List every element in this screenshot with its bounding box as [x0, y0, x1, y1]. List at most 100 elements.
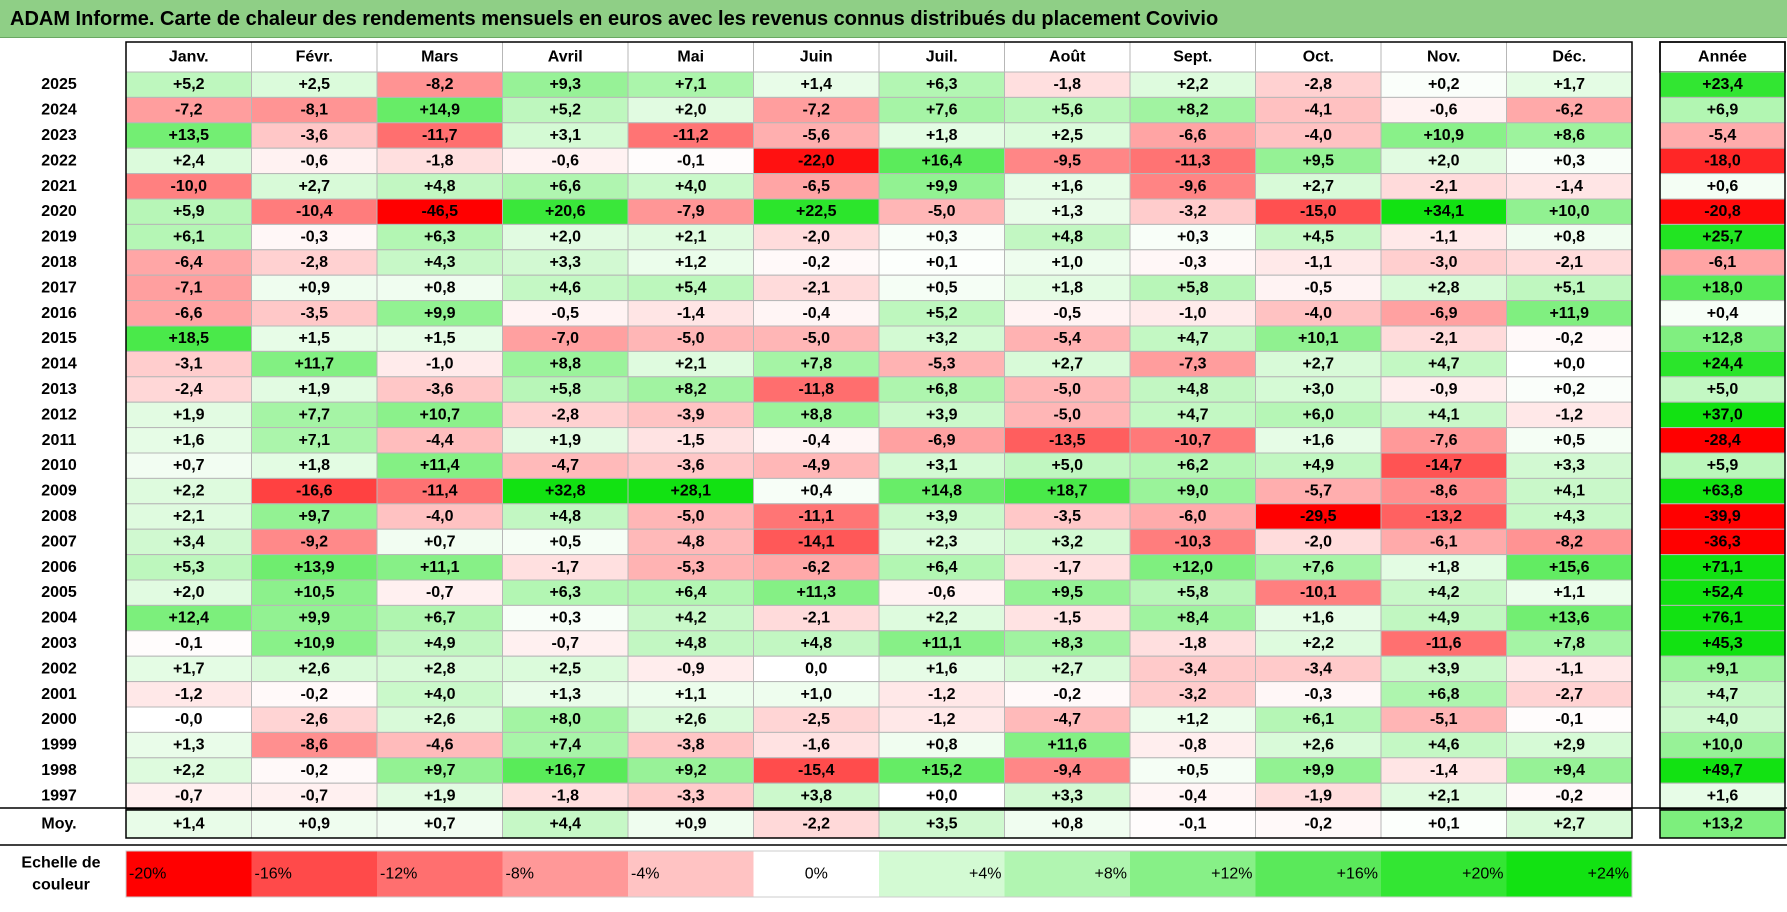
heatmap-cell	[502, 173, 629, 200]
average-cell	[1004, 809, 1131, 839]
cell-value: +10,7	[420, 406, 461, 423]
cell-value: +4,9	[424, 635, 456, 652]
heatmap-cell	[1255, 731, 1382, 759]
cell-value: +5,6	[1051, 102, 1083, 119]
cell-value: +1,6	[173, 432, 205, 449]
legend-swatch	[502, 851, 628, 897]
heatmap-cell	[251, 96, 378, 124]
cell-value: -3,5	[300, 305, 328, 322]
cell-value: -13,5	[1049, 432, 1086, 449]
heatmap-cell	[1380, 223, 1507, 251]
legend-border	[125, 850, 1633, 898]
cell-value: +4,2	[1428, 584, 1460, 601]
heatmap-cell	[1380, 249, 1507, 276]
cell-value: -4,0	[1304, 305, 1332, 322]
heatmap-cell	[1506, 325, 1633, 352]
average-value: -2,2	[802, 816, 830, 833]
cell-value: -2,8	[1304, 76, 1332, 93]
legend-label: +12%	[1211, 866, 1252, 883]
heatmap-cell	[376, 249, 503, 276]
cell-value: +1,9	[424, 787, 456, 804]
annual-cell	[1659, 477, 1786, 505]
heatmap-cell	[1004, 630, 1131, 657]
heatmap-cell	[1255, 173, 1382, 200]
year-label: 2023	[41, 127, 77, 144]
cell-value: +0,5	[926, 279, 958, 296]
heatmap-cell	[753, 731, 880, 759]
heatmap-cell	[878, 173, 1005, 200]
cell-value: +16,4	[922, 152, 963, 169]
cell-value: 0,0	[805, 660, 827, 677]
cell-value: -14,7	[1426, 457, 1463, 474]
heatmap-cell	[376, 96, 503, 124]
heatmap-cell	[502, 757, 629, 784]
cell-value: +8,8	[549, 356, 581, 373]
heatmap-cell	[878, 757, 1005, 784]
heatmap-cell	[627, 198, 754, 225]
cell-value: -0,6	[1430, 102, 1458, 119]
heatmap-cell	[1129, 96, 1256, 124]
legend-label: -16%	[255, 866, 292, 883]
heatmap-cell	[753, 325, 880, 352]
cell-value: -6,2	[802, 559, 830, 576]
heatmap-cell	[502, 528, 629, 556]
cell-value: +4,2	[675, 610, 707, 627]
annual-cell	[1659, 630, 1786, 657]
heatmap-cell	[1255, 122, 1382, 149]
cell-value: -5,0	[928, 203, 956, 220]
heatmap-cell	[502, 274, 629, 302]
average-cell	[125, 809, 252, 839]
cell-value: +5,8	[1177, 279, 1209, 296]
annual-value: +25,7	[1702, 229, 1743, 246]
annual-value: -18,0	[1704, 152, 1741, 169]
year-label: 2009	[41, 483, 77, 500]
cell-value: -0,1	[175, 635, 203, 652]
heatmap-cell	[1129, 274, 1256, 302]
cell-value: -11,6	[1426, 635, 1462, 652]
heatmap-cell	[1506, 376, 1633, 403]
cell-value: +4,8	[675, 635, 707, 652]
annual-value: +24,4	[1702, 356, 1743, 373]
annual-value: -28,4	[1704, 432, 1741, 449]
cell-value: +8,2	[675, 381, 707, 398]
year-label: 1998	[41, 762, 77, 779]
heatmap-cell	[1004, 528, 1131, 556]
heatmap-cell	[753, 274, 880, 302]
cell-value: +10,1	[1298, 330, 1339, 347]
cell-value: +1,0	[800, 686, 832, 703]
cell-value: +2,2	[1302, 635, 1334, 652]
heatmap-cell	[1380, 528, 1507, 556]
average-cell	[753, 809, 880, 839]
cell-value: +6,8	[926, 381, 958, 398]
heatmap-cell	[878, 579, 1005, 606]
heatmap-cell	[251, 249, 378, 276]
cell-value: +11,3	[796, 584, 836, 601]
heatmap-cell	[878, 325, 1005, 352]
average-label: Moy.	[41, 816, 76, 833]
cell-value: +4,7	[1177, 406, 1209, 423]
heatmap-cell	[1004, 706, 1131, 733]
cell-value: -0,2	[1555, 787, 1583, 804]
legend-label: +16%	[1337, 866, 1378, 883]
heatmap-cell	[125, 731, 252, 759]
cell-value: -22,0	[798, 152, 835, 169]
month-header: Févr.	[296, 49, 333, 66]
heatmap-cell	[1129, 630, 1256, 657]
cell-value: +0,1	[926, 254, 958, 271]
cell-value: -11,3	[1175, 152, 1211, 169]
cell-value: +2,1	[675, 356, 707, 373]
heatmap-cell	[1004, 274, 1131, 302]
cell-value: +2,1	[1428, 787, 1460, 804]
year-label: 2002	[41, 660, 77, 677]
cell-value: -1,1	[1430, 229, 1458, 246]
cell-value: -1,2	[175, 686, 203, 703]
cell-value: -8,1	[300, 102, 328, 119]
cell-value: -6,9	[928, 432, 956, 449]
heatmap-cell	[878, 249, 1005, 276]
average-value: +0,7	[424, 816, 456, 833]
heatmap-cell	[376, 350, 503, 378]
cell-value: +2,1	[173, 508, 205, 525]
cell-value: +9,9	[424, 305, 456, 322]
heatmap-cell	[627, 223, 754, 251]
cell-value: -11,2	[673, 127, 709, 144]
